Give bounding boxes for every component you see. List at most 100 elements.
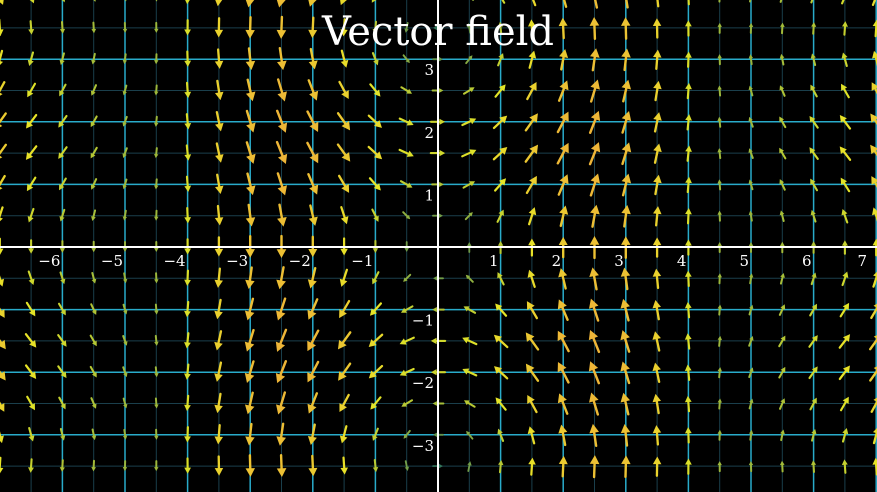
y-tick-labels: 3 2 1 −1 −2 −3 [412, 61, 434, 455]
vector-arrow [589, 267, 599, 291]
vector-arrow [275, 109, 288, 133]
vector-arrow [809, 397, 817, 411]
vector-arrow [495, 397, 507, 411]
vector-arrow [432, 307, 445, 313]
vector-arrow [810, 178, 819, 192]
vector-arrow [621, 455, 631, 479]
vector-arrow [432, 213, 444, 218]
vector-arrow [524, 144, 539, 163]
vector-arrow [778, 366, 786, 379]
vector-arrow [0, 174, 6, 190]
vector-arrow [398, 148, 414, 157]
vector-arrow [652, 362, 661, 383]
vector-arrow [497, 240, 504, 255]
vector-arrow [748, 304, 754, 316]
vector-arrow [91, 428, 97, 441]
vector-arrow [214, 48, 224, 69]
vector-arrow [399, 367, 415, 376]
vector-arrow [245, 141, 256, 164]
vector-arrow [589, 236, 600, 260]
vector-arrow [372, 427, 379, 441]
vector-arrow [748, 273, 754, 285]
vector-arrow [620, 330, 631, 353]
vector-arrow [0, 339, 6, 350]
vector-arrow [839, 302, 850, 318]
vector-arrow [244, 328, 255, 352]
vector-arrow [432, 401, 445, 406]
vector-arrow [685, 20, 692, 37]
vector-arrow [245, 15, 255, 39]
vector-arrow [122, 366, 128, 378]
vector-arrow [685, 82, 692, 100]
vector-arrow [245, 422, 255, 446]
vector-arrow [497, 272, 505, 286]
y-tick-label: −2 [412, 374, 434, 392]
vector-arrow [497, 21, 504, 36]
vector-arrow [494, 178, 507, 192]
vector-arrows [0, 0, 877, 479]
vector-arrow [526, 301, 539, 320]
vector-arrow [685, 176, 692, 194]
vector-arrow [307, 423, 317, 445]
vector-arrow [184, 238, 191, 255]
vector-arrow [0, 431, 4, 444]
vector-arrow [58, 177, 67, 191]
vector-arrow [90, 178, 98, 190]
vector-arrow [0, 49, 4, 65]
vector-arrow [779, 147, 787, 160]
vector-arrow [122, 209, 128, 221]
vector-arrow [91, 272, 97, 284]
vector-arrow [779, 210, 785, 222]
vector-arrow [870, 397, 877, 413]
y-tick-label: −3 [412, 437, 434, 455]
vector-arrow [557, 174, 569, 196]
vector-arrow [400, 305, 414, 313]
vector-arrow [122, 53, 128, 65]
vector-arrow [277, 47, 287, 71]
vector-arrow [717, 304, 722, 316]
vector-arrow [215, 0, 223, 7]
vector-arrow [276, 266, 286, 290]
vector-arrow [339, 425, 348, 444]
vector-arrow [184, 300, 191, 318]
vector-arrow [621, 142, 632, 166]
x-tick-label: −4 [163, 252, 185, 270]
vector-arrow [276, 78, 287, 102]
vector-arrow [780, 429, 785, 442]
x-tick-label: −5 [101, 252, 123, 270]
vector-arrow [399, 180, 413, 188]
vector-arrow [780, 22, 785, 35]
vector-arrow [870, 144, 877, 157]
vector-arrow [154, 53, 159, 65]
vector-arrow [841, 83, 850, 99]
vector-arrow [841, 0, 845, 5]
vector-arrow [399, 336, 415, 345]
vector-arrow [811, 428, 817, 442]
vector-arrow [748, 22, 754, 34]
vector-arrow [839, 146, 852, 161]
vector-arrow [27, 51, 35, 66]
vector-arrow [808, 335, 818, 348]
vector-arrow [685, 239, 692, 256]
vector-arrow [432, 25, 444, 31]
vector-arrow [524, 113, 538, 132]
vector-arrow [214, 298, 223, 320]
vector-arrow [122, 460, 128, 472]
vector-arrow [276, 422, 286, 446]
vector-arrow [339, 268, 349, 287]
vector-arrow [841, 208, 849, 224]
vector-arrow [557, 330, 570, 353]
vector-arrow [28, 426, 35, 442]
vector-arrow [122, 84, 128, 96]
vector-arrow [307, 360, 320, 383]
vector-arrow [308, 47, 318, 70]
vector-arrow [652, 331, 661, 352]
vector-arrow [404, 22, 409, 33]
x-tick-labels: −6 −5 −4 −3 −2 −1 1 2 3 4 5 6 7 [38, 252, 867, 270]
vector-arrow [184, 426, 191, 443]
vector-arrow [59, 52, 65, 66]
vector-arrow [557, 80, 569, 102]
vector-arrow [398, 117, 414, 126]
vector-arrow [779, 241, 785, 254]
vector-arrow [308, 235, 318, 258]
